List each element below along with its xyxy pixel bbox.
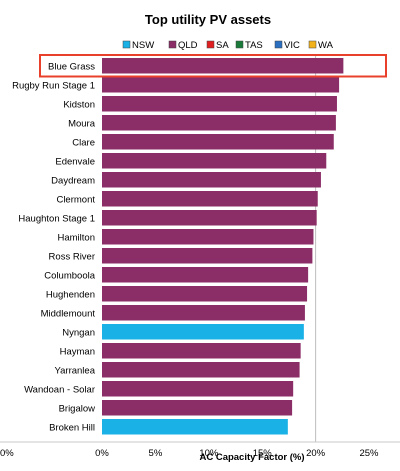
legend-label-qld: QLD bbox=[178, 40, 198, 51]
x-tick-label: 5% bbox=[149, 448, 163, 459]
legend: NSW QLD SA TAS VIC WA bbox=[122, 40, 334, 51]
x-tick-label: 15% bbox=[253, 448, 273, 459]
category-label: Wandoan - Solar bbox=[24, 384, 95, 395]
legend-swatch-sa bbox=[206, 40, 215, 49]
bar bbox=[102, 134, 334, 150]
bar bbox=[102, 324, 304, 340]
category-label: Hayman bbox=[60, 346, 95, 357]
category-label: Clermont bbox=[56, 194, 95, 205]
bar bbox=[102, 381, 294, 397]
x-tick-label-cropped: 0% bbox=[0, 448, 14, 459]
category-label: Rugby Run Stage 1 bbox=[12, 80, 95, 91]
category-label: Hughenden bbox=[46, 289, 95, 300]
legend-swatch-wa bbox=[308, 40, 317, 49]
category-label: Hamilton bbox=[58, 232, 96, 243]
legend-label-wa: WA bbox=[318, 40, 334, 51]
x-tick-label: 0% bbox=[95, 448, 109, 459]
category-label: Clare bbox=[72, 137, 95, 148]
category-label: Moura bbox=[68, 118, 96, 129]
highlight-box bbox=[39, 54, 387, 78]
category-label: Daydream bbox=[51, 175, 95, 186]
bar bbox=[102, 229, 314, 245]
bar bbox=[102, 267, 309, 283]
bar bbox=[102, 77, 340, 93]
category-label: Edenvale bbox=[55, 156, 95, 167]
legend-swatch-qld bbox=[168, 40, 177, 49]
legend-label-nsw: NSW bbox=[132, 40, 154, 51]
category-label: Ross River bbox=[49, 251, 95, 262]
chart-title: Top utility PV assets bbox=[145, 12, 271, 27]
category-label: Blue Grass bbox=[48, 61, 95, 72]
category-label: Nyngan bbox=[62, 327, 95, 338]
bar bbox=[102, 248, 313, 264]
legend-label-sa: SA bbox=[216, 40, 229, 51]
x-tick-label: 10% bbox=[199, 448, 219, 459]
bar bbox=[102, 286, 308, 302]
category-labels: Blue Grass Rugby Run Stage 1 Kidston Moura C… bbox=[12, 61, 96, 433]
bar bbox=[102, 305, 305, 321]
bar bbox=[102, 343, 301, 359]
legend-label-tas: TAS bbox=[245, 40, 263, 51]
bar bbox=[102, 362, 300, 378]
bar bbox=[102, 191, 318, 207]
bar bbox=[102, 400, 293, 416]
category-label: Haughton Stage 1 bbox=[18, 213, 95, 224]
legend-swatch-vic bbox=[274, 40, 283, 49]
bar bbox=[102, 210, 317, 226]
bars bbox=[102, 58, 344, 435]
category-label: Yarranlea bbox=[55, 365, 96, 376]
category-label: Brigalow bbox=[59, 403, 96, 414]
bar bbox=[102, 419, 288, 435]
bar bbox=[102, 172, 321, 188]
x-axis-ticks: 0% 5% 10% 15% 20% 25% 0% bbox=[0, 448, 379, 459]
category-label: Broken Hill bbox=[49, 422, 95, 433]
legend-swatch-tas bbox=[235, 40, 244, 49]
category-label: Middlemount bbox=[41, 308, 96, 319]
bar bbox=[102, 115, 336, 131]
legend-label-vic: VIC bbox=[284, 40, 300, 51]
x-tick-label: 20% bbox=[306, 448, 326, 459]
x-tick-label: 25% bbox=[359, 448, 379, 459]
category-label: Columboola bbox=[44, 270, 95, 281]
category-label: Kidston bbox=[63, 99, 95, 110]
bar bbox=[102, 96, 337, 112]
bar bbox=[102, 58, 344, 74]
x-axis-title: AC Capacity Factor (%) bbox=[199, 452, 304, 463]
legend-swatch-nsw bbox=[122, 40, 131, 49]
bar bbox=[102, 153, 327, 169]
